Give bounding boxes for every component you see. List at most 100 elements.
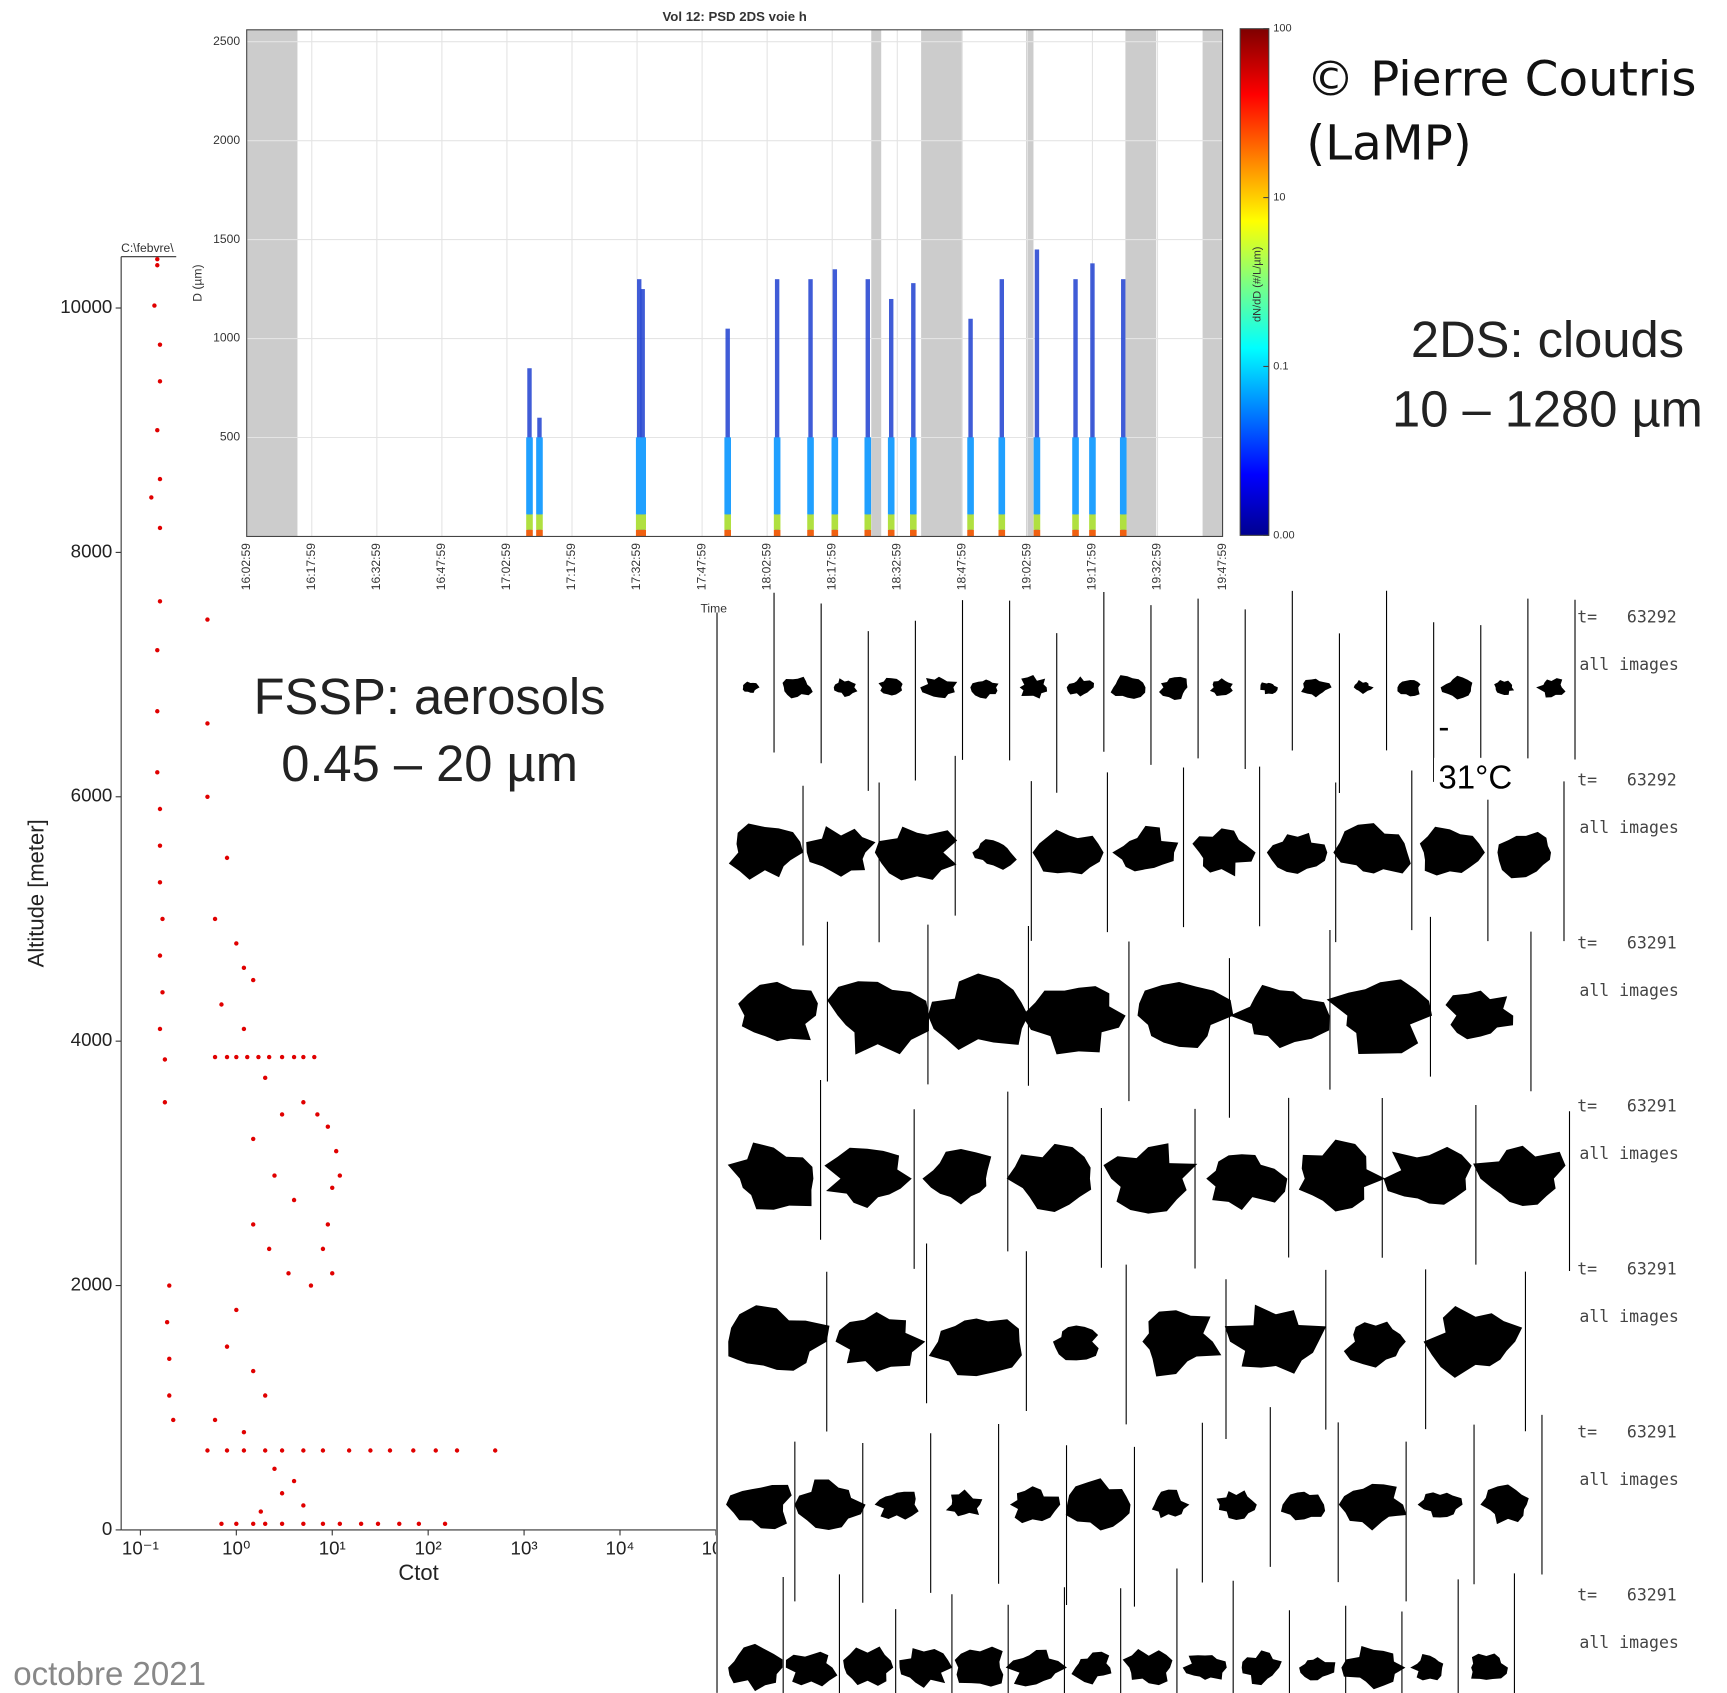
point xyxy=(167,1356,172,1362)
x-tick-label: 10⁰ xyxy=(222,1538,250,1559)
frame-label: all images xyxy=(1579,1633,1678,1652)
point xyxy=(241,1026,247,1032)
particle-image xyxy=(1065,1478,1131,1531)
spike-base xyxy=(1119,514,1127,530)
spike-core xyxy=(998,437,1006,515)
y-tick-label: 0 xyxy=(102,1518,112,1539)
colorbar-tick-label: 0.1 xyxy=(1273,360,1288,372)
spike-base xyxy=(910,529,917,537)
point xyxy=(320,1448,326,1453)
y-tick-label: 2500 xyxy=(213,34,240,48)
point xyxy=(251,1222,256,1227)
y-tick-label: 500 xyxy=(220,430,240,444)
spike-base xyxy=(1089,514,1096,530)
point xyxy=(212,916,218,922)
point xyxy=(442,1521,448,1527)
point xyxy=(241,965,247,971)
point xyxy=(279,1491,285,1496)
frame-label: all images xyxy=(1579,655,1678,674)
spike-base xyxy=(967,529,974,537)
frame-label: all images xyxy=(1579,1144,1678,1163)
frame-time: t= 63291 xyxy=(1577,1586,1676,1605)
point xyxy=(157,843,163,848)
particle-image xyxy=(1471,1653,1508,1680)
plot-area xyxy=(246,29,1223,537)
particle-image xyxy=(899,1648,953,1688)
size-spike xyxy=(1073,279,1078,537)
particle-image xyxy=(1260,682,1278,695)
particle-image xyxy=(928,1318,1022,1377)
x-tick-label: 19:32:59 xyxy=(1150,543,1164,590)
x-tick-label: 19:47:59 xyxy=(1215,543,1229,590)
particle-image xyxy=(1445,990,1514,1040)
x-tick-label: 16:47:59 xyxy=(434,543,448,590)
x-tick-label: 17:02:59 xyxy=(499,543,513,590)
y-tick-label: 2000 xyxy=(71,1273,113,1294)
size-spike xyxy=(1034,249,1040,537)
particle-image xyxy=(1299,1657,1336,1681)
spike-base xyxy=(831,514,839,530)
x-tick-label: 16:17:59 xyxy=(304,543,318,590)
spike-core xyxy=(1072,437,1079,515)
point xyxy=(162,1057,168,1062)
point xyxy=(167,1393,172,1398)
point xyxy=(262,1393,268,1398)
spike-base xyxy=(536,529,543,537)
point xyxy=(234,1521,239,1527)
particle-image xyxy=(833,678,858,698)
point xyxy=(325,1222,331,1227)
point xyxy=(164,1319,170,1325)
particle-image xyxy=(1216,1490,1257,1521)
point xyxy=(152,303,157,308)
particle-image xyxy=(1021,986,1126,1055)
point xyxy=(162,1100,168,1105)
particle-image xyxy=(824,1147,912,1208)
x-tick-label: 17:47:59 xyxy=(694,543,708,590)
spike-base xyxy=(910,514,917,530)
point xyxy=(224,1054,230,1060)
clouds-label: 2DS: clouds xyxy=(1411,311,1684,368)
particle-image xyxy=(728,1643,783,1692)
y-axis-label: D (µm) xyxy=(190,265,204,302)
spike-base xyxy=(536,514,543,530)
spike-base xyxy=(807,529,814,537)
spike-core xyxy=(635,437,643,515)
point xyxy=(251,977,256,983)
point xyxy=(251,1368,256,1374)
point xyxy=(234,1307,239,1313)
x-tick-label: 18:02:59 xyxy=(759,543,773,590)
frame-label: all images xyxy=(1579,981,1678,1000)
particle-image xyxy=(922,1149,992,1205)
particle-image xyxy=(1326,979,1433,1055)
point xyxy=(308,1283,314,1288)
data-gap xyxy=(921,29,962,537)
x-axis-label: Time xyxy=(700,601,727,615)
point xyxy=(262,1448,268,1453)
particle-image xyxy=(1019,675,1048,699)
spike-core xyxy=(887,437,895,515)
point xyxy=(416,1521,422,1527)
point xyxy=(279,1112,285,1117)
particle-image xyxy=(1122,1648,1173,1686)
size-spike xyxy=(832,269,838,537)
x-tick-label: 19:02:59 xyxy=(1020,543,1034,590)
temperature: - xyxy=(1438,709,1449,746)
credit: © Pierre Coutris xyxy=(1306,52,1696,108)
y-tick-label: 10000 xyxy=(60,296,112,317)
particle-image xyxy=(1009,1486,1061,1524)
particle-image xyxy=(1052,1325,1099,1361)
point xyxy=(160,916,165,922)
point xyxy=(234,941,239,946)
point xyxy=(279,1448,285,1453)
particle-image xyxy=(1536,678,1566,698)
particle-image xyxy=(1005,1649,1067,1687)
point xyxy=(157,476,163,482)
spike-core xyxy=(536,437,543,515)
point xyxy=(279,1521,285,1527)
x-tick-label: 10² xyxy=(415,1538,442,1559)
colorbar xyxy=(1239,28,1270,536)
particle-image xyxy=(1280,1491,1326,1521)
point xyxy=(160,990,165,995)
temperature: 31°C xyxy=(1438,760,1512,797)
spike-core xyxy=(831,437,839,515)
